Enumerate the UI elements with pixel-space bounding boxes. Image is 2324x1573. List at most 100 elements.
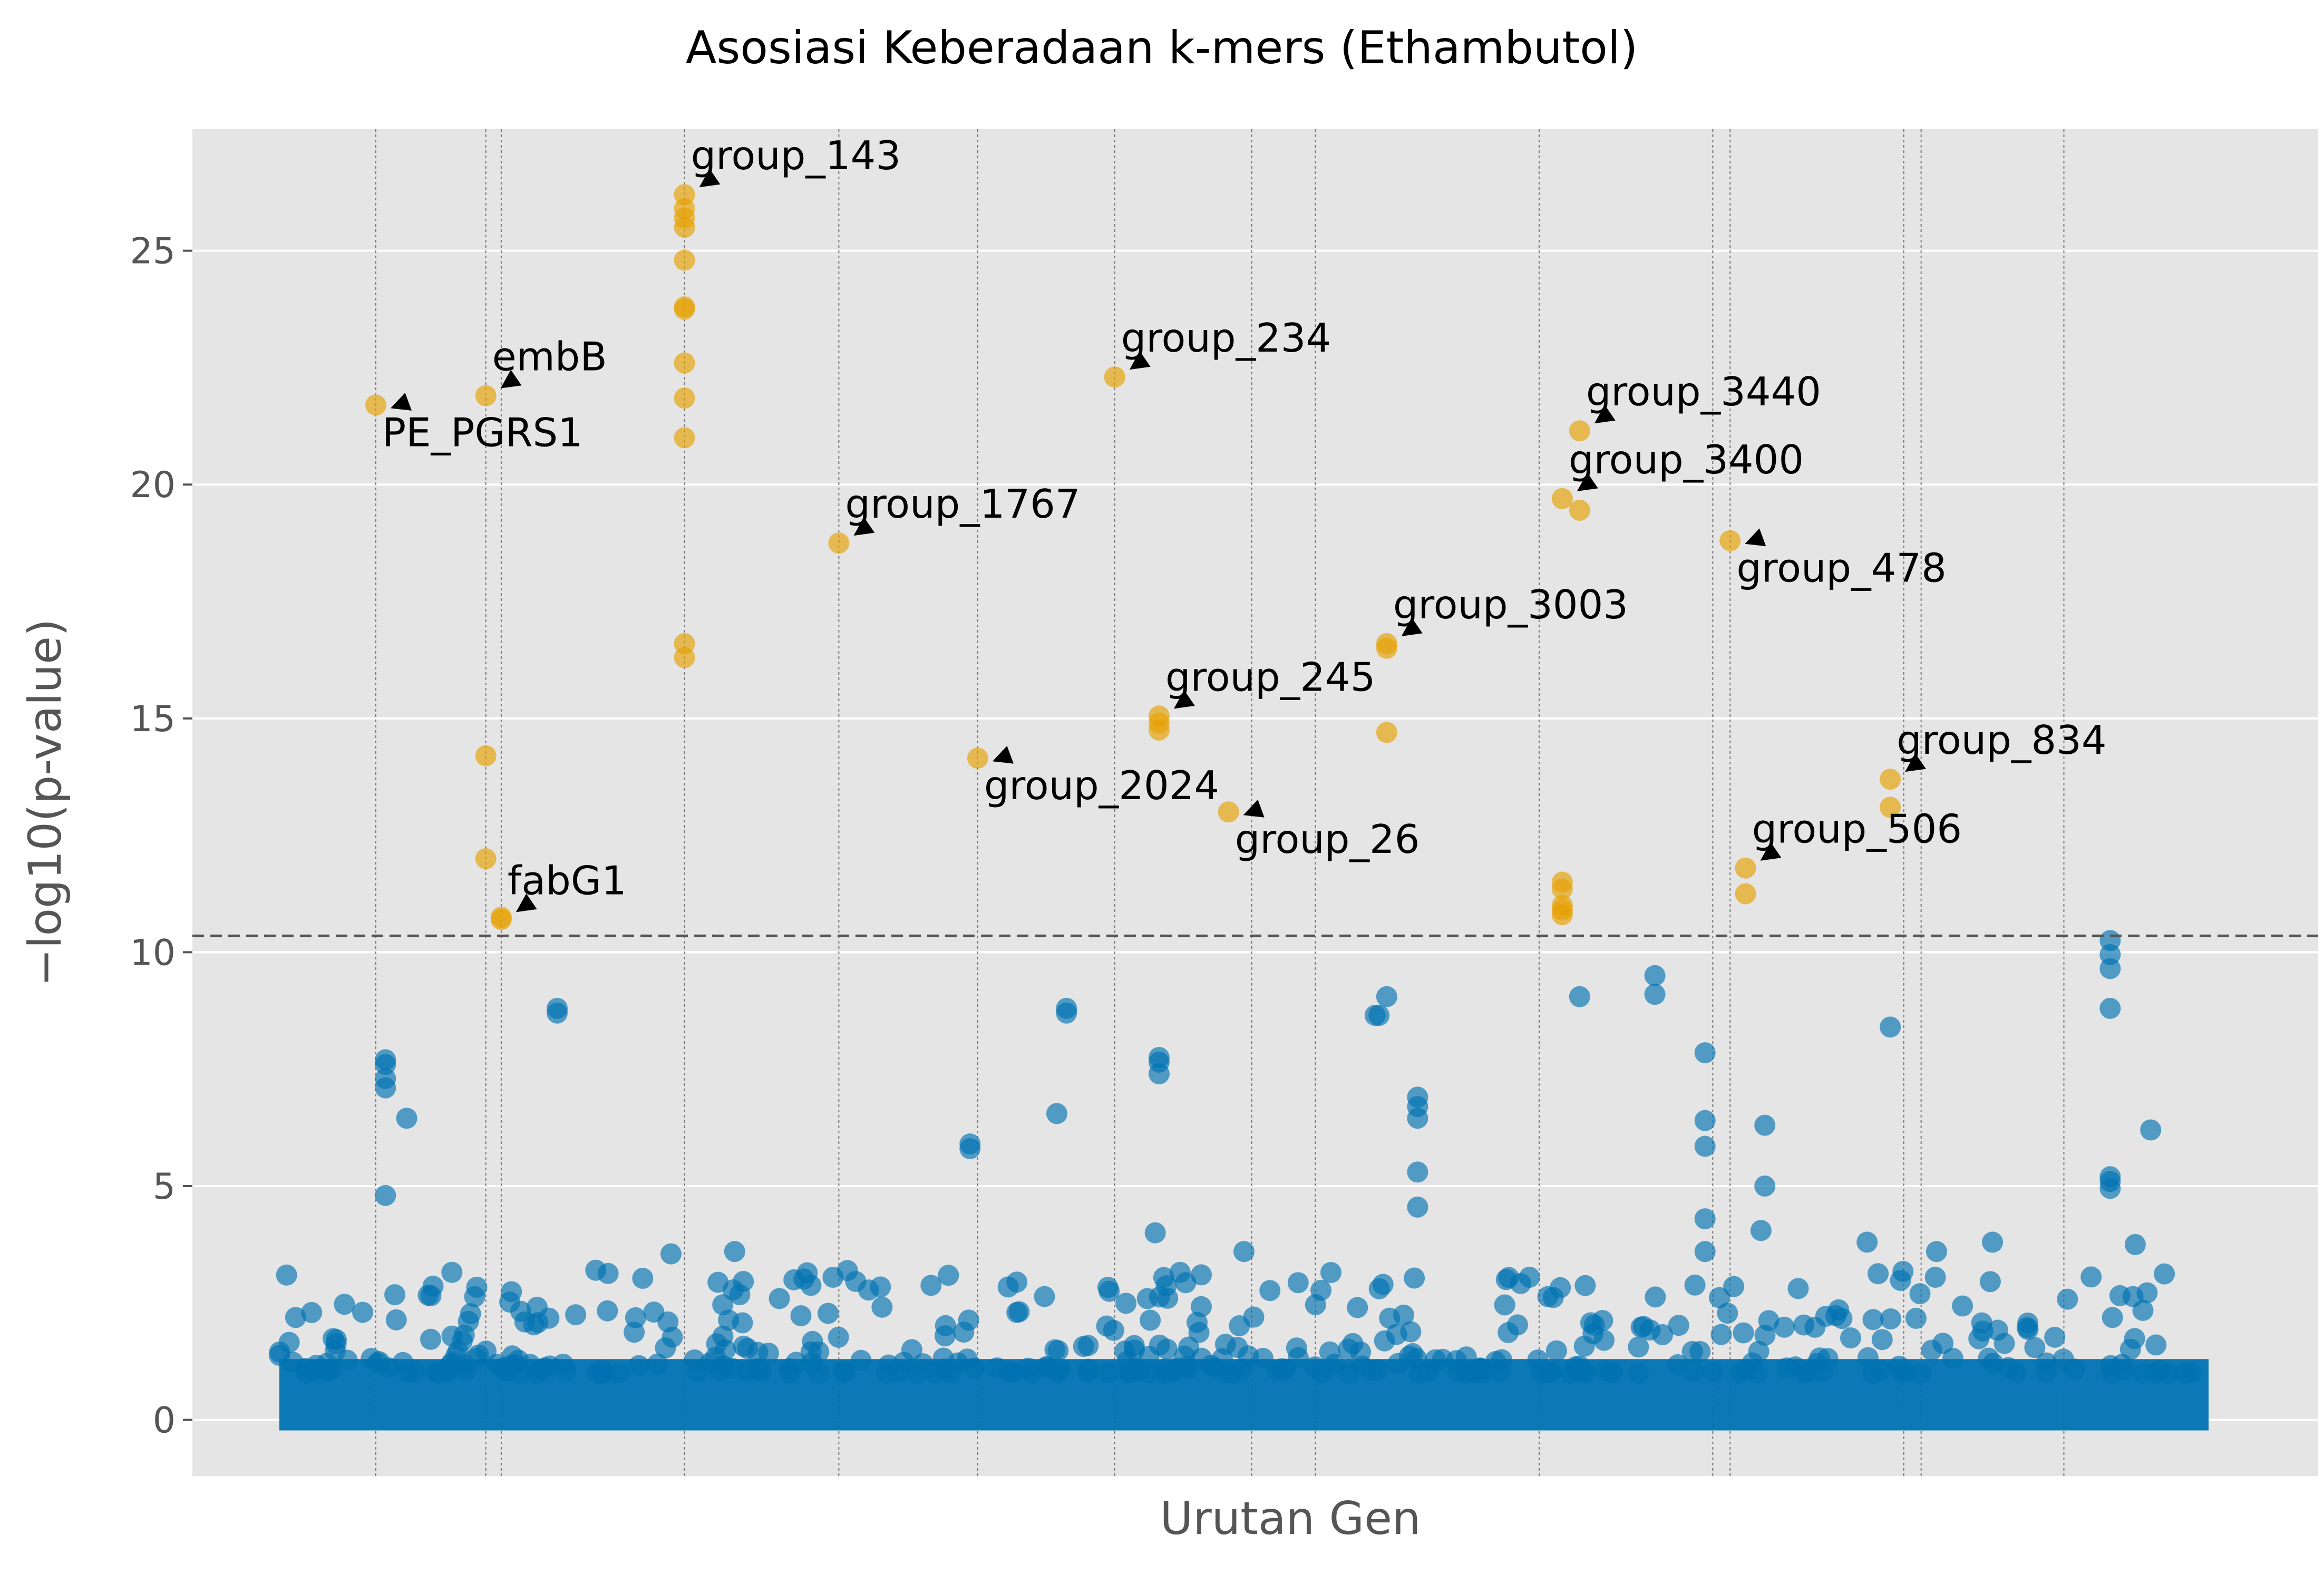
significant-point [1735,883,1756,905]
significant-point [1551,878,1573,900]
annotation-arrow [1905,753,1926,772]
scatter-point [1156,1338,1178,1360]
scatter-point [2132,1299,2154,1321]
scatter-point [1593,1329,1615,1351]
scatter-point [1910,1362,1932,1384]
significant-point [674,217,695,238]
scatter-point [384,1284,406,1306]
scatter-point [534,1357,556,1378]
scatter-point [378,1357,400,1379]
scatter-point [1702,1361,1724,1383]
scatter-point [1689,1341,1711,1362]
scatter-point [1495,1269,1517,1290]
annotation-label: group_26 [1235,816,1420,862]
scatter-point [2132,1362,2153,1384]
annotation-arrow [500,370,522,389]
scatter-point [2109,1285,2131,1306]
scatter-point [375,1184,396,1206]
scatter-point [1034,1286,1055,1307]
scatter-point [1188,1322,1210,1343]
scatter-point [870,1276,891,1298]
scatter-point [722,1279,744,1301]
scatter-point [800,1341,822,1363]
scatter-point [1982,1353,2004,1374]
significant-point [475,745,497,766]
scatter-point [296,1362,317,1384]
scatter-point [1952,1295,1973,1317]
scatter-point [1252,1347,1274,1369]
background-point-band [269,1260,2209,1431]
scatter-point [1286,1337,1307,1359]
scatter-point [1507,1314,1529,1336]
scatter-point [1047,1340,1069,1362]
scatter-point [1924,1266,1946,1288]
significant-point [1569,500,1590,521]
scatter-point [828,1326,849,1348]
scatter-point [1140,1309,1161,1331]
significant-point [1376,722,1397,743]
scatter-point [1987,1319,2008,1341]
scatter-point [959,1138,981,1159]
scatter-point [1668,1315,1689,1336]
annotation-label: group_506 [1752,806,1962,852]
scatter-point [1211,1348,1233,1370]
scatter-point [1311,1362,1333,1384]
scatter-point [1407,1196,1428,1218]
significant-point [365,394,386,416]
scatter-point [1862,1309,1884,1331]
scatter-point [1573,1335,1595,1357]
scatter-point [733,1335,754,1357]
scatter-point [1407,1108,1428,1129]
y-tick-label: 20 [130,464,176,506]
scatter-point [1545,1340,1567,1362]
significant-point [674,387,695,409]
scatter-point [1694,1042,1716,1064]
scatter-point [925,1362,946,1383]
scatter-point [779,1362,801,1384]
scatter-point [721,1357,743,1379]
annotation-label: group_834 [1897,717,2106,763]
scatter-point [1386,1324,1407,1345]
scatter-point [1540,1362,1561,1384]
scatter-point [1464,1361,1485,1383]
scatter-point [1154,1358,1175,1380]
scatter-point [1628,1336,1649,1358]
scatter-point [597,1300,618,1322]
y-tick-label: 0 [153,1400,176,1442]
scatter-point [1115,1293,1137,1314]
scatter-point [565,1304,587,1326]
scatter-point [1644,965,1666,986]
scatter-point [1519,1266,1540,1288]
scatter-point [1347,1297,1368,1318]
annotation-arrow [391,393,412,411]
scatter-point [585,1259,607,1281]
scatter-point [426,1361,448,1383]
significant-point [674,352,695,374]
scatter-point [1148,1063,1170,1085]
scatter-point [1639,1319,1661,1341]
scatter-point [1890,1269,1911,1291]
scatter-point [1694,1241,1716,1263]
scatter-point [871,1296,893,1318]
scatter-point [453,1354,475,1376]
annotation-label: group_2024 [984,762,1219,809]
scatter-point [1754,1324,1776,1346]
scatter-point [832,1361,853,1382]
scatter-point [2136,1282,2158,1304]
scatter-point [1694,1135,1716,1157]
scatter-point [1372,1274,1394,1295]
scatter-point [1136,1288,1158,1309]
scatter-point [460,1303,481,1325]
scatter-point [769,1288,790,1309]
scatter-point [352,1302,374,1323]
scatter-point [509,1362,530,1384]
annotation-label: PE_PGRS1 [382,409,583,455]
scatter-point [643,1302,665,1323]
scatter-point [2101,1362,2123,1384]
scatter-point [2080,1266,2102,1288]
scatter-point [632,1268,654,1289]
annotation-label: embB [492,334,607,380]
scatter-point [1144,1222,1166,1244]
significant-point [1719,530,1741,551]
